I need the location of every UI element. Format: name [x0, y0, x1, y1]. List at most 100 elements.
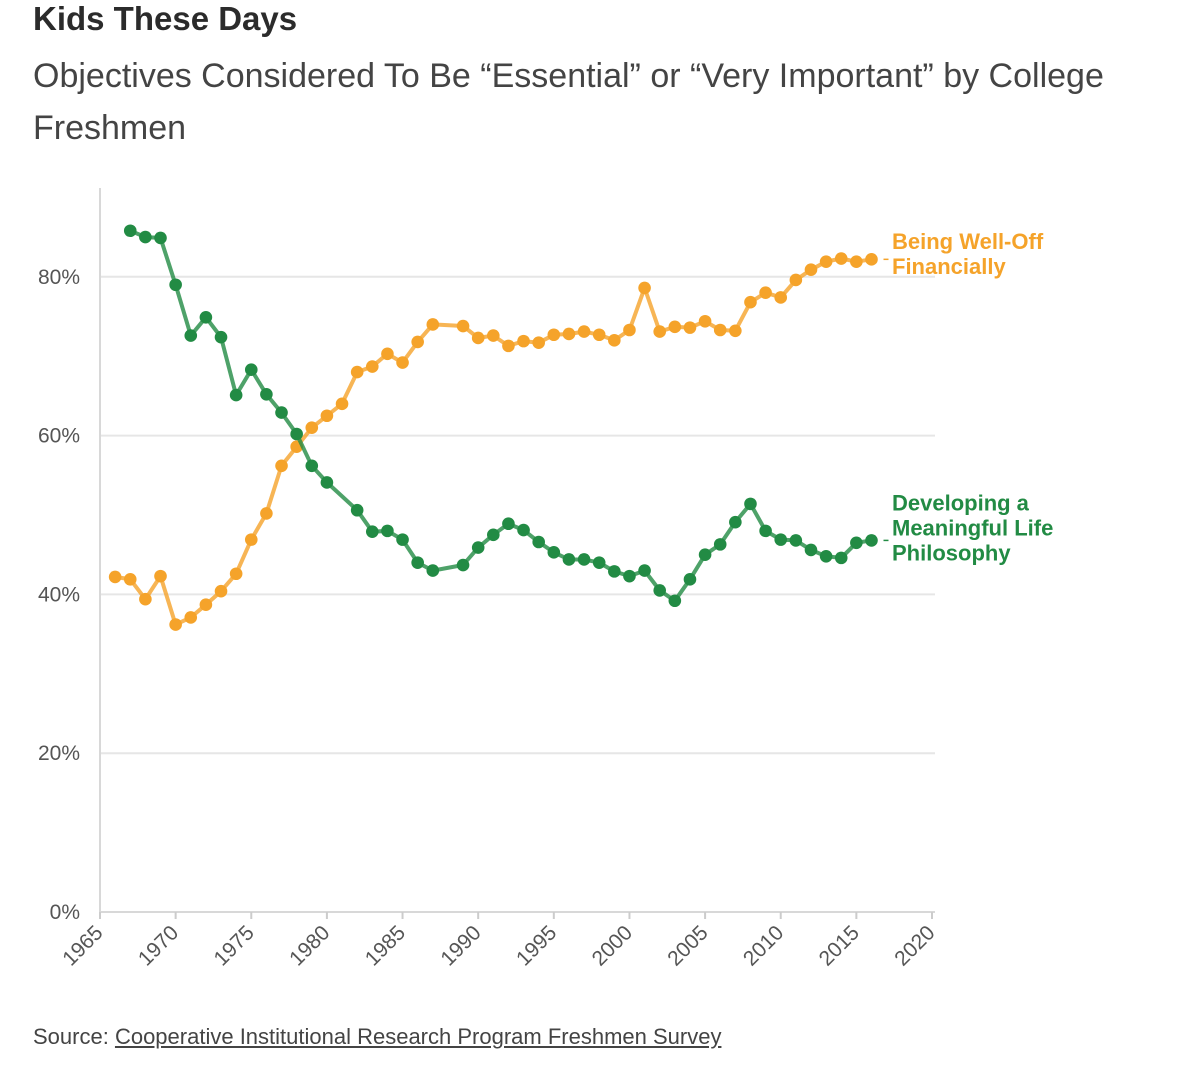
data-point: [729, 324, 742, 338]
data-point: [683, 321, 697, 334]
data-point: [517, 334, 530, 348]
data-point: [638, 564, 651, 577]
data-point: [789, 273, 803, 287]
data-point: [683, 573, 697, 586]
data-point: [396, 356, 409, 369]
data-point: [834, 551, 848, 565]
data-point: [547, 546, 561, 559]
data-point: [819, 255, 833, 269]
data-point: [456, 558, 470, 572]
data-point: [456, 319, 470, 333]
data-point: [759, 286, 772, 299]
data-point: [502, 339, 515, 353]
data-point: [229, 567, 243, 581]
data-point: [698, 548, 712, 561]
data-point: [365, 360, 379, 373]
y-tick-label: 40%: [38, 583, 80, 606]
data-point: [547, 328, 561, 342]
data-point: [865, 253, 878, 266]
data-point: [123, 224, 137, 238]
data-point: [381, 524, 394, 538]
data-point: [350, 365, 364, 379]
data-point: [381, 347, 394, 361]
data-point: [850, 255, 863, 269]
data-point: [139, 592, 152, 606]
data-point: [774, 533, 788, 546]
data-point: [774, 291, 788, 304]
source-note: Source: Cooperative Institutional Resear…: [33, 1024, 721, 1050]
data-point: [108, 570, 122, 584]
x-tick-label: 1965: [58, 921, 107, 970]
data-point: [426, 318, 440, 331]
data-point: [275, 459, 288, 473]
data-point: [623, 569, 636, 583]
series-label: Developing a: [892, 490, 1030, 515]
data-point: [169, 618, 182, 631]
data-point: [729, 515, 742, 529]
x-tick-label: 2000: [588, 921, 637, 970]
data-point: [411, 556, 424, 569]
series-label: Being Well-Off: [892, 229, 1044, 254]
data-point: [804, 263, 818, 276]
data-point: [713, 323, 727, 337]
data-point: [260, 507, 273, 520]
chart-title: Kids These Days: [33, 0, 298, 37]
series-label: Meaningful Life: [892, 515, 1053, 540]
data-point: [759, 524, 772, 538]
data-point: [305, 459, 319, 473]
series-label: Financially: [892, 254, 1006, 279]
data-point: [335, 397, 349, 411]
x-tick-label: 2005: [663, 921, 712, 970]
x-tick-label: 1990: [436, 921, 485, 970]
data-point: [517, 523, 530, 537]
x-tick-label: 1975: [210, 921, 259, 970]
data-point: [638, 281, 651, 295]
data-point: [260, 388, 273, 401]
data-point: [169, 278, 182, 292]
data-point: [244, 363, 258, 376]
y-tick-label: 20%: [38, 742, 80, 765]
data-point: [653, 325, 667, 338]
source-prefix: Source:: [33, 1024, 109, 1049]
data-point: [123, 573, 137, 586]
data-point: [320, 409, 334, 423]
data-point: [562, 553, 576, 566]
data-point: [471, 331, 485, 345]
data-point: [668, 594, 682, 608]
series-label: Philosophy: [892, 540, 1011, 565]
data-point: [290, 427, 303, 441]
data-point: [532, 336, 545, 350]
data-point: [592, 556, 606, 569]
data-point: [275, 406, 288, 419]
data-point: [623, 323, 636, 337]
data-point: [744, 295, 757, 309]
data-point: [502, 517, 515, 531]
data-point: [320, 476, 334, 489]
data-point: [608, 334, 621, 347]
data-point: [244, 533, 258, 546]
data-point: [411, 335, 424, 349]
source-link[interactable]: Cooperative Institutional Research Progr…: [114, 1024, 722, 1049]
data-point: [487, 528, 500, 542]
data-point: [487, 329, 500, 342]
data-point: [850, 536, 863, 550]
x-tick-label: 2010: [739, 921, 788, 970]
x-tick-label: 1980: [285, 921, 334, 970]
data-point: [834, 252, 848, 265]
data-point: [592, 328, 606, 342]
data-point: [577, 553, 591, 566]
data-point: [653, 584, 667, 597]
data-point: [608, 565, 621, 578]
data-point: [562, 327, 576, 341]
data-point: [199, 598, 213, 612]
data-point: [396, 533, 409, 546]
y-tick-label: 0%: [50, 901, 80, 924]
data-point: [804, 543, 818, 557]
series-line: [129, 228, 872, 603]
data-point: [819, 549, 833, 563]
data-point: [532, 535, 545, 549]
data-point: [184, 611, 198, 624]
data-point: [698, 314, 712, 328]
chart-subtitle: Objectives Considered To Be “Essential” …: [33, 57, 1104, 147]
